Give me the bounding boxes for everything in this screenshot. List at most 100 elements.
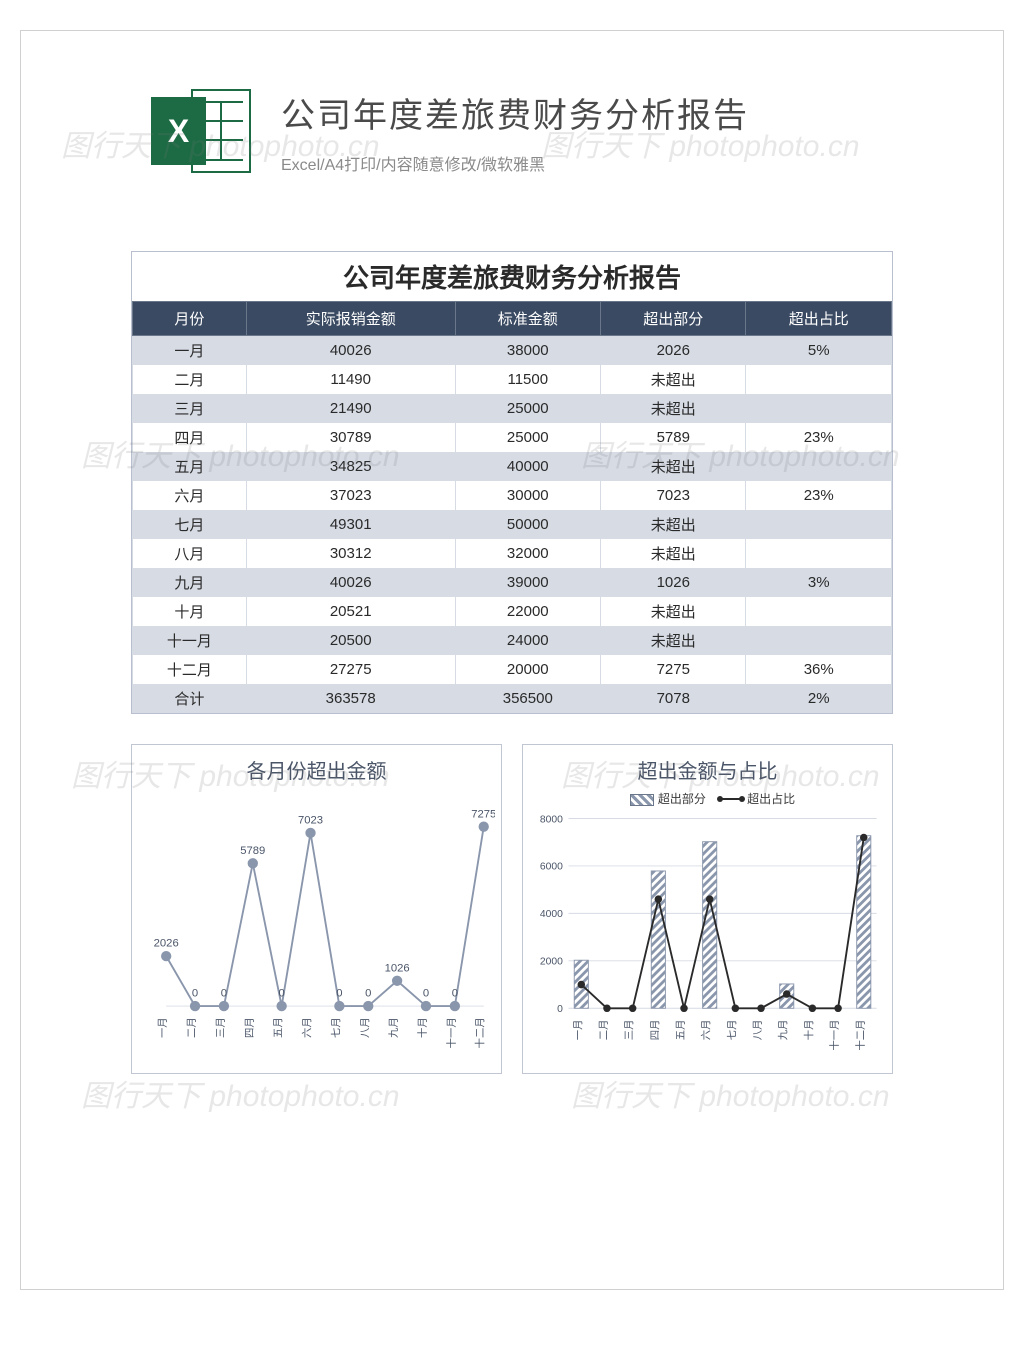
svg-text:六月: 六月	[302, 1017, 314, 1038]
svg-text:七月: 七月	[330, 1017, 342, 1038]
chart-excess-ratio: 超出金额与占比 超出部分 超出占比 02000400060008000一月二月三…	[522, 744, 893, 1074]
svg-text:1026: 1026	[385, 962, 410, 974]
table-row: 十一月2050024000未超出	[133, 626, 892, 655]
table-cell: 32000	[455, 539, 600, 568]
table-cell: 363578	[246, 684, 455, 713]
chart2-svg: 02000400060008000一月二月三月四月五月六月七月八月九月十月十一月…	[529, 811, 886, 1053]
svg-text:二月: 二月	[598, 1020, 610, 1041]
svg-text:八月: 八月	[359, 1017, 371, 1038]
table-cell: 7275	[601, 655, 746, 684]
table-row: 五月3482540000未超出	[133, 452, 892, 481]
table-row: 九月400263900010263%	[133, 568, 892, 597]
svg-text:0: 0	[221, 988, 227, 1000]
svg-text:7275: 7275	[471, 808, 495, 820]
table-cell: 1026	[601, 568, 746, 597]
svg-text:0: 0	[192, 988, 198, 1000]
table-cell: 未超出	[601, 365, 746, 394]
data-table-container: 公司年度差旅费财务分析报告 月份实际报销金额标准金额超出部分超出占比 一月400…	[131, 251, 893, 714]
table-cell: 未超出	[601, 394, 746, 423]
table-cell: 未超出	[601, 510, 746, 539]
table-cell: 50000	[455, 510, 600, 539]
document-page: X 公司年度差旅费财务分析报告 Excel/A4打印/内容随意修改/微软雅黑 公…	[20, 30, 1004, 1290]
svg-text:一月: 一月	[157, 1017, 169, 1038]
table-cell: 五月	[133, 452, 247, 481]
table-cell: 20000	[455, 655, 600, 684]
table-header-cell: 超出占比	[746, 302, 892, 336]
watermark: 图行天下 photophoto.cn	[571, 1071, 890, 1115]
table-cell	[746, 452, 892, 481]
table-cell: 2026	[601, 336, 746, 366]
svg-text:8000: 8000	[540, 814, 563, 825]
table-cell: 25000	[455, 394, 600, 423]
table-cell: 未超出	[601, 452, 746, 481]
svg-text:十月: 十月	[802, 1020, 815, 1041]
table-cell: 30789	[246, 423, 455, 452]
table-cell: 30312	[246, 539, 455, 568]
table-cell	[746, 510, 892, 539]
svg-text:0: 0	[336, 988, 342, 1000]
table-cell: 八月	[133, 539, 247, 568]
table-cell: 六月	[133, 481, 247, 510]
table-cell: 一月	[133, 336, 247, 366]
table-cell: 356500	[455, 684, 600, 713]
table-cell: 未超出	[601, 626, 746, 655]
table-cell: 7078	[601, 684, 746, 713]
svg-text:二月: 二月	[186, 1017, 198, 1038]
table-header-cell: 实际报销金额	[246, 302, 455, 336]
table-cell: 37023	[246, 481, 455, 510]
svg-text:7023: 7023	[298, 814, 323, 826]
svg-text:0: 0	[365, 988, 371, 1000]
table-cell	[746, 539, 892, 568]
table-cell: 27275	[246, 655, 455, 684]
table-cell: 2%	[746, 684, 892, 713]
table-cell: 3%	[746, 568, 892, 597]
table-cell: 25000	[455, 423, 600, 452]
table-cell: 7023	[601, 481, 746, 510]
table-cell: 30000	[455, 481, 600, 510]
svg-text:十二月: 十二月	[474, 1017, 487, 1048]
svg-text:十一月: 十一月	[828, 1020, 841, 1051]
table-cell: 49301	[246, 510, 455, 539]
table-cell: 22000	[455, 597, 600, 626]
svg-text:六月: 六月	[701, 1020, 713, 1041]
header-text: 公司年度差旅费财务分析报告 Excel/A4打印/内容随意修改/微软雅黑	[281, 88, 749, 175]
table-cell	[746, 597, 892, 626]
data-table: 月份实际报销金额标准金额超出部分超出占比 一月400263800020265%二…	[132, 301, 892, 713]
legend-swatch-line	[719, 798, 743, 800]
chart-monthly-excess: 各月份超出金额 202600578907023001026007275一月二月三…	[131, 744, 502, 1074]
chart2-title: 超出金额与占比	[529, 755, 886, 784]
table-row: 十二月2727520000727536%	[133, 655, 892, 684]
watermark: 图行天下 photophoto.cn	[81, 1071, 400, 1115]
chart1-title: 各月份超出金额	[138, 755, 495, 784]
table-cell: 40026	[246, 336, 455, 366]
table-cell: 七月	[133, 510, 247, 539]
table-cell: 40026	[246, 568, 455, 597]
legend-label-bar: 超出部分	[658, 792, 706, 806]
table-row: 合计36357835650070782%	[133, 684, 892, 713]
page-subtitle: Excel/A4打印/内容随意修改/微软雅黑	[281, 151, 749, 175]
table-cell: 二月	[133, 365, 247, 394]
table-cell: 九月	[133, 568, 247, 597]
table-cell: 38000	[455, 336, 600, 366]
table-cell	[746, 394, 892, 423]
svg-text:4000: 4000	[540, 909, 563, 920]
table-row: 三月2149025000未超出	[133, 394, 892, 423]
svg-text:2026: 2026	[154, 938, 179, 950]
svg-text:五月: 五月	[273, 1017, 285, 1038]
table-cell: 24000	[455, 626, 600, 655]
svg-text:一月: 一月	[572, 1020, 584, 1041]
table-row: 六月3702330000702323%	[133, 481, 892, 510]
table-row: 八月3031232000未超出	[133, 539, 892, 568]
svg-text:七月: 七月	[726, 1020, 738, 1041]
table-cell: 十月	[133, 597, 247, 626]
svg-text:三月: 三月	[215, 1017, 227, 1038]
svg-text:四月: 四月	[649, 1020, 661, 1041]
table-cell: 40000	[455, 452, 600, 481]
legend-swatch-bar	[630, 794, 654, 806]
table-cell: 21490	[246, 394, 455, 423]
table-row: 四月3078925000578923%	[133, 423, 892, 452]
legend-label-line: 超出占比	[747, 792, 795, 806]
table-cell: 36%	[746, 655, 892, 684]
svg-text:0: 0	[452, 988, 458, 1000]
table-cell: 十二月	[133, 655, 247, 684]
